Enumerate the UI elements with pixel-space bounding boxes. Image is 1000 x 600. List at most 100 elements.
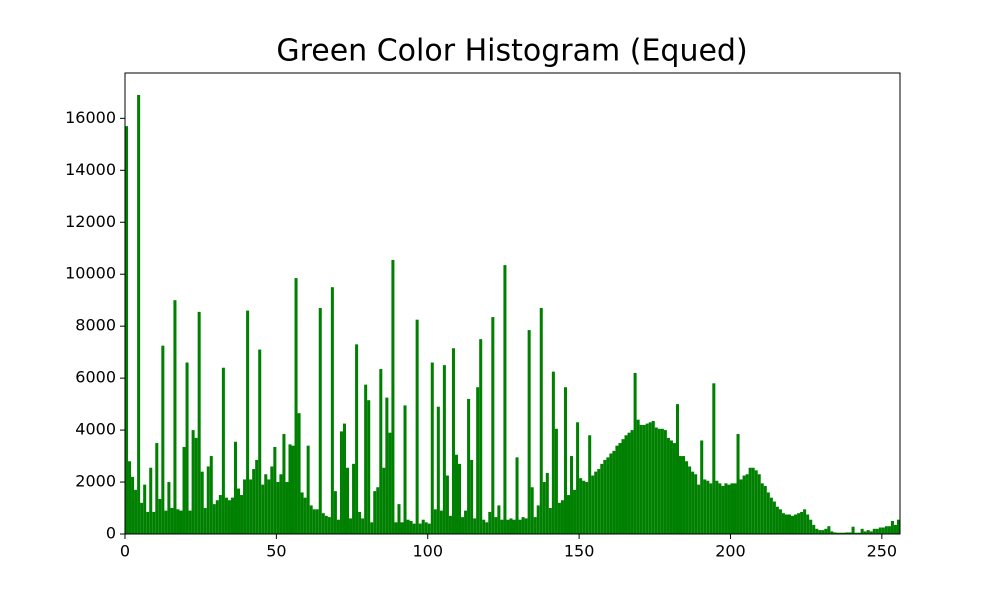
bar <box>233 441 238 534</box>
bar <box>866 530 870 534</box>
bar <box>358 511 362 534</box>
bar <box>448 515 452 534</box>
bar <box>848 532 852 534</box>
bar <box>621 439 625 534</box>
bar <box>706 480 710 534</box>
bar <box>464 510 468 534</box>
bar <box>173 300 177 534</box>
bar <box>143 484 147 534</box>
bar <box>385 397 389 534</box>
bar <box>506 519 510 534</box>
bar <box>134 489 138 534</box>
bar <box>149 467 153 534</box>
bar <box>476 387 480 534</box>
bar <box>246 310 250 534</box>
bar <box>158 498 162 534</box>
bar <box>736 433 740 534</box>
bar <box>842 532 846 534</box>
bar <box>439 510 443 534</box>
bar <box>482 519 486 534</box>
bar <box>715 480 719 534</box>
bar <box>663 430 667 534</box>
bar <box>373 491 377 534</box>
bar <box>382 467 386 534</box>
bar <box>751 467 755 534</box>
bar <box>890 521 894 534</box>
bar <box>557 502 561 534</box>
bar <box>176 509 180 534</box>
bar <box>775 506 779 534</box>
bar <box>654 427 658 534</box>
bar <box>424 522 428 534</box>
bar <box>530 487 534 534</box>
bar <box>636 419 640 534</box>
bar <box>412 523 416 534</box>
bar <box>267 479 271 534</box>
x-tick-label: 150 <box>564 542 595 561</box>
bar <box>633 372 637 534</box>
bar <box>125 126 129 535</box>
bar <box>709 483 713 534</box>
bar <box>339 431 343 534</box>
bar <box>657 428 661 534</box>
bar <box>821 530 825 534</box>
bar <box>754 470 758 534</box>
bar <box>869 531 873 534</box>
bar <box>648 422 652 534</box>
bar <box>131 476 135 534</box>
plot-frame <box>124 72 901 535</box>
bar <box>451 348 455 534</box>
bar <box>270 466 274 534</box>
bar <box>494 517 498 534</box>
bar <box>630 430 634 534</box>
bar <box>400 522 404 534</box>
x-tick-label: 0 <box>120 542 130 561</box>
bar <box>315 509 319 534</box>
bar <box>442 365 446 534</box>
bar <box>812 524 816 534</box>
bar <box>294 278 298 534</box>
bar <box>170 508 174 534</box>
bar <box>524 518 528 534</box>
bar <box>833 532 837 534</box>
bar <box>806 514 810 534</box>
bar <box>733 483 737 534</box>
bar <box>436 406 440 534</box>
bar <box>645 423 649 534</box>
bar <box>503 265 507 534</box>
bar <box>845 532 849 534</box>
bar <box>509 518 513 534</box>
bar <box>675 404 680 534</box>
bar <box>694 474 698 534</box>
bar <box>215 500 219 534</box>
bar <box>349 518 353 534</box>
bar <box>679 456 683 534</box>
bar <box>769 497 773 534</box>
bar <box>291 445 295 534</box>
bar <box>582 480 586 534</box>
bar <box>730 483 734 534</box>
y-tick-label: 16000 <box>65 108 116 127</box>
bar <box>406 519 410 534</box>
bar <box>542 482 546 534</box>
x-tick-label: 100 <box>412 542 443 561</box>
bar <box>682 456 686 534</box>
bar <box>660 428 664 534</box>
bar <box>884 526 888 534</box>
bar <box>221 367 225 534</box>
bar <box>488 511 492 534</box>
bar <box>394 522 398 534</box>
bar <box>836 532 840 534</box>
y-tick-label: 8000 <box>75 316 116 335</box>
bar <box>588 435 592 534</box>
bar <box>872 528 876 534</box>
bar <box>415 319 419 534</box>
bar <box>666 437 670 534</box>
bar <box>809 519 813 534</box>
bar <box>345 467 350 534</box>
bar <box>318 307 322 534</box>
bar <box>839 532 843 534</box>
bar <box>518 519 522 534</box>
bar <box>200 471 204 534</box>
bar <box>748 467 752 534</box>
